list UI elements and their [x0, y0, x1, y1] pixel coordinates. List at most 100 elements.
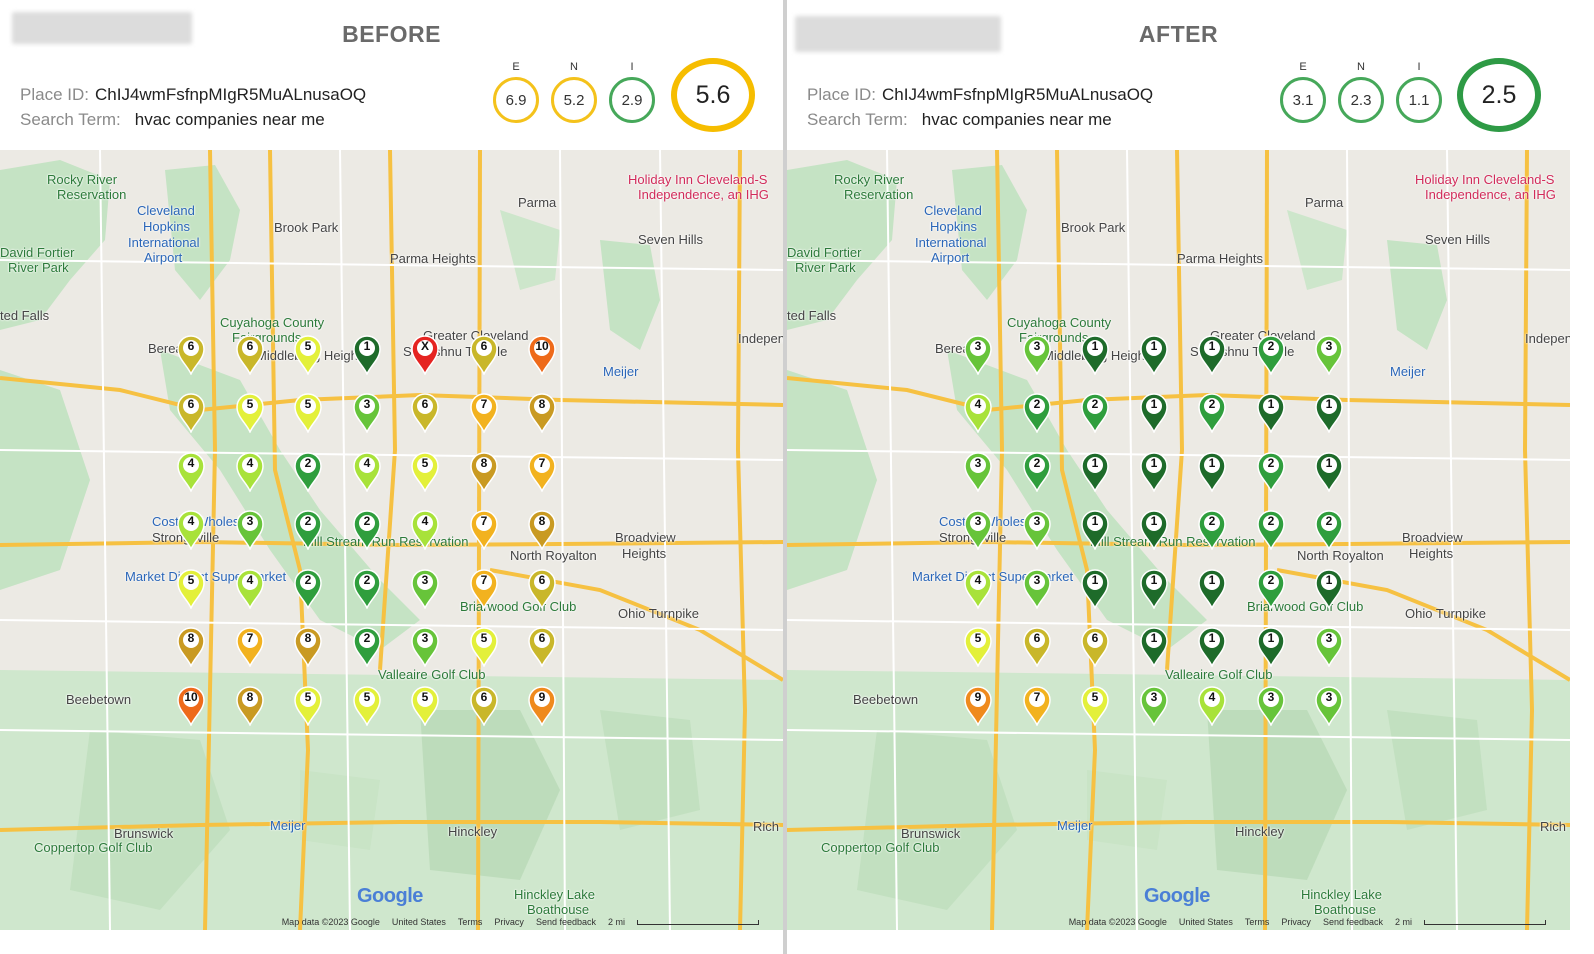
rank-pin[interactable]: 1 — [1197, 335, 1227, 375]
rank-pin[interactable]: 3 — [410, 627, 440, 667]
rank-pin[interactable]: 10 — [527, 335, 557, 375]
terms-link[interactable]: Terms — [457, 917, 483, 927]
rank-pin[interactable]: 3 — [1022, 510, 1052, 550]
rank-pin[interactable]: 3 — [1256, 686, 1286, 726]
rank-pin[interactable]: 3 — [1022, 335, 1052, 375]
rank-pin[interactable]: 4 — [963, 393, 993, 433]
rank-pin[interactable]: 6 — [1080, 627, 1110, 667]
rank-pin[interactable]: 8 — [176, 627, 206, 667]
rank-pin[interactable]: 3 — [1314, 627, 1344, 667]
rank-pin[interactable]: 2 — [1080, 393, 1110, 433]
rank-pin[interactable]: 4 — [176, 510, 206, 550]
rank-pin[interactable]: 6 — [176, 393, 206, 433]
rank-pin[interactable]: 4 — [963, 569, 993, 609]
rank-pin[interactable]: 3 — [410, 569, 440, 609]
rank-pin[interactable]: 7 — [235, 627, 265, 667]
rank-pin[interactable]: 4 — [410, 510, 440, 550]
rank-pin[interactable]: 6 — [527, 569, 557, 609]
rank-pin[interactable]: 5 — [1080, 686, 1110, 726]
rank-pin[interactable]: 5 — [293, 393, 323, 433]
rank-pin[interactable]: 1 — [1197, 569, 1227, 609]
rank-pin[interactable]: 2 — [352, 510, 382, 550]
rank-pin[interactable]: 1 — [1139, 393, 1169, 433]
rank-pin[interactable]: 4 — [235, 452, 265, 492]
rank-pin[interactable]: 3 — [963, 452, 993, 492]
rank-pin[interactable]: 3 — [963, 510, 993, 550]
rank-pin[interactable]: 3 — [1314, 686, 1344, 726]
send-feedback-link[interactable]: Send feedback — [1322, 917, 1383, 927]
rank-pin[interactable]: 1 — [1080, 335, 1110, 375]
rank-pin[interactable]: 1 — [1080, 569, 1110, 609]
rank-pin[interactable]: 6 — [235, 335, 265, 375]
rank-pin[interactable]: 2 — [1197, 393, 1227, 433]
country-text[interactable]: United States — [1178, 917, 1233, 927]
rank-pin[interactable]: 1 — [1197, 452, 1227, 492]
rank-pin[interactable]: 6 — [410, 393, 440, 433]
rank-pin[interactable]: 5 — [293, 686, 323, 726]
scale-label[interactable]: 2 mi — [607, 917, 625, 927]
rank-pin[interactable]: 4 — [235, 569, 265, 609]
rank-pin[interactable]: 6 — [176, 335, 206, 375]
rank-pin[interactable]: 1 — [1139, 335, 1169, 375]
rank-pin[interactable]: 3 — [963, 335, 993, 375]
rank-pin[interactable]: 6 — [1022, 627, 1052, 667]
rank-pin[interactable]: 2 — [352, 569, 382, 609]
rank-pin[interactable]: 1 — [352, 335, 382, 375]
rank-pin[interactable]: 2 — [1314, 510, 1344, 550]
rank-pin[interactable]: 4 — [352, 452, 382, 492]
rank-pin[interactable]: 7 — [469, 393, 499, 433]
rank-pin[interactable]: 2 — [293, 510, 323, 550]
rank-pin[interactable]: 2 — [352, 627, 382, 667]
rank-pin[interactable]: 3 — [1022, 569, 1052, 609]
rank-pin[interactable]: 6 — [469, 686, 499, 726]
rank-pin[interactable]: 2 — [1022, 452, 1052, 492]
rank-pin[interactable]: X — [410, 335, 440, 375]
rank-pin[interactable]: 5 — [410, 452, 440, 492]
rank-pin[interactable]: 2 — [293, 452, 323, 492]
rank-pin[interactable]: 5 — [963, 627, 993, 667]
rank-pin[interactable]: 2 — [1256, 510, 1286, 550]
rank-pin[interactable]: 7 — [469, 510, 499, 550]
rank-pin[interactable]: 8 — [469, 452, 499, 492]
rank-pin[interactable]: 1 — [1080, 452, 1110, 492]
rank-pin[interactable]: 1 — [1256, 627, 1286, 667]
rank-pin[interactable]: 2 — [293, 569, 323, 609]
rank-pin[interactable]: 5 — [352, 686, 382, 726]
rank-pin[interactable]: 2 — [1256, 452, 1286, 492]
rank-pin[interactable]: 3 — [1139, 686, 1169, 726]
rank-pin[interactable]: 3 — [352, 393, 382, 433]
country-text[interactable]: United States — [391, 917, 446, 927]
rank-pin[interactable]: 2 — [1256, 335, 1286, 375]
rank-pin[interactable]: 10 — [176, 686, 206, 726]
rank-pin[interactable]: 8 — [235, 686, 265, 726]
scale-label[interactable]: 2 mi — [1394, 917, 1412, 927]
rank-pin[interactable]: 9 — [963, 686, 993, 726]
rank-pin[interactable]: 2 — [1022, 393, 1052, 433]
rank-pin[interactable]: 5 — [176, 569, 206, 609]
privacy-link[interactable]: Privacy — [1281, 917, 1311, 927]
rank-pin[interactable]: 1 — [1139, 510, 1169, 550]
rank-pin[interactable]: 1 — [1080, 510, 1110, 550]
rank-pin[interactable]: 3 — [1314, 335, 1344, 375]
rank-pin[interactable]: 2 — [1197, 510, 1227, 550]
rank-pin[interactable]: 1 — [1197, 627, 1227, 667]
rank-pin[interactable]: 2 — [1256, 569, 1286, 609]
rank-pin[interactable]: 6 — [527, 627, 557, 667]
rank-pin[interactable]: 6 — [469, 335, 499, 375]
rank-pin[interactable]: 8 — [527, 510, 557, 550]
rank-pin[interactable]: 4 — [1197, 686, 1227, 726]
rank-pin[interactable]: 5 — [410, 686, 440, 726]
rank-pin[interactable]: 1 — [1314, 569, 1344, 609]
rank-pin[interactable]: 1 — [1139, 627, 1169, 667]
map-canvas[interactable]: Rocky River Reservation Cleveland Hopkins In… — [787, 150, 1570, 930]
send-feedback-link[interactable]: Send feedback — [535, 917, 596, 927]
rank-pin[interactable]: 5 — [293, 335, 323, 375]
terms-link[interactable]: Terms — [1244, 917, 1270, 927]
map-canvas[interactable]: Rocky River Reservation Cleveland Hopkins In… — [0, 150, 783, 930]
rank-pin[interactable]: 5 — [469, 627, 499, 667]
rank-pin[interactable]: 7 — [527, 452, 557, 492]
rank-pin[interactable]: 1 — [1314, 393, 1344, 433]
rank-pin[interactable]: 4 — [176, 452, 206, 492]
rank-pin[interactable]: 9 — [527, 686, 557, 726]
rank-pin[interactable]: 1 — [1139, 569, 1169, 609]
